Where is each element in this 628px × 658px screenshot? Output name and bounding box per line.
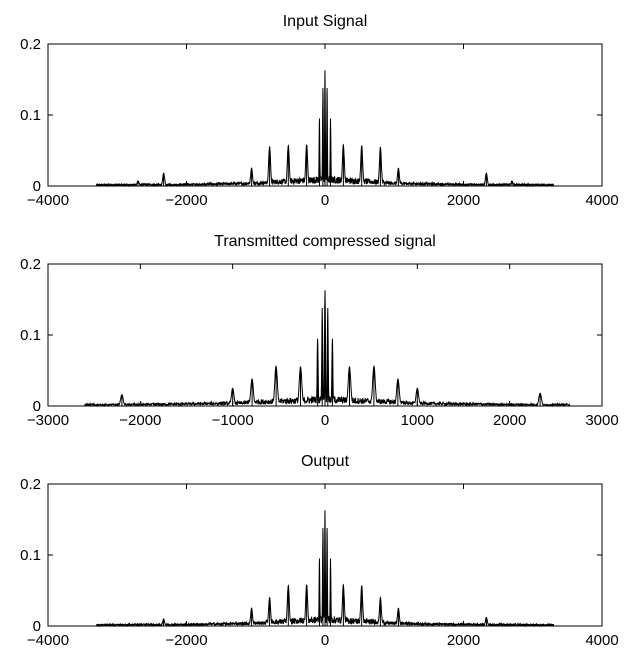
x-tick-label: −2000 — [165, 192, 207, 209]
y-tick-label: 0.1 — [20, 327, 41, 344]
subplot-3: Output −4000 −2000 0 2000 4000 0 0.1 0.2 — [20, 453, 619, 649]
x-tick-label: −2000 — [165, 632, 207, 649]
x-tick-label: −2000 — [119, 412, 161, 429]
subplot-1: Input Signal −4000 −2000 0 2000 4000 0 0.1 0.2 — [20, 13, 619, 209]
y-tick-label: 0 — [33, 178, 41, 195]
signal-line — [48, 510, 602, 628]
x-tick-label: 1000 — [401, 412, 434, 429]
x-tick-label: −4000 — [27, 192, 69, 209]
x-tick-label: 2000 — [447, 632, 480, 649]
x-tick-label: −1000 — [212, 412, 254, 429]
x-tick-label: 0 — [321, 632, 329, 649]
y-tick-label: 0 — [33, 618, 41, 635]
x-tick-label: 3000 — [585, 412, 618, 429]
y-tick-label: 0.1 — [20, 107, 41, 124]
signal-line — [48, 290, 602, 408]
y-tick-label: 0 — [33, 398, 41, 415]
x-tick-label: 0 — [321, 192, 329, 209]
x-tick-label: −3000 — [27, 412, 69, 429]
x-tick-label: 4000 — [585, 632, 618, 649]
subplot-title: Transmitted compressed signal — [214, 233, 436, 250]
x-tick-label: 2000 — [447, 192, 480, 209]
x-tick-label: −4000 — [27, 632, 69, 649]
x-tick-label: 2000 — [493, 412, 526, 429]
subplot-2: Transmitted compressed signal −3000 −2000 −… — [20, 233, 619, 429]
y-tick-label: 0.2 — [20, 36, 41, 53]
x-tick-label: 4000 — [585, 192, 618, 209]
subplot-title: Output — [301, 453, 350, 470]
subplot-title: Input Signal — [283, 13, 368, 30]
y-tick-label: 0.1 — [20, 547, 41, 564]
signal-line — [48, 70, 602, 188]
x-tick-label: 0 — [321, 412, 329, 429]
y-tick-label: 0.2 — [20, 476, 41, 493]
y-tick-label: 0.2 — [20, 256, 41, 273]
